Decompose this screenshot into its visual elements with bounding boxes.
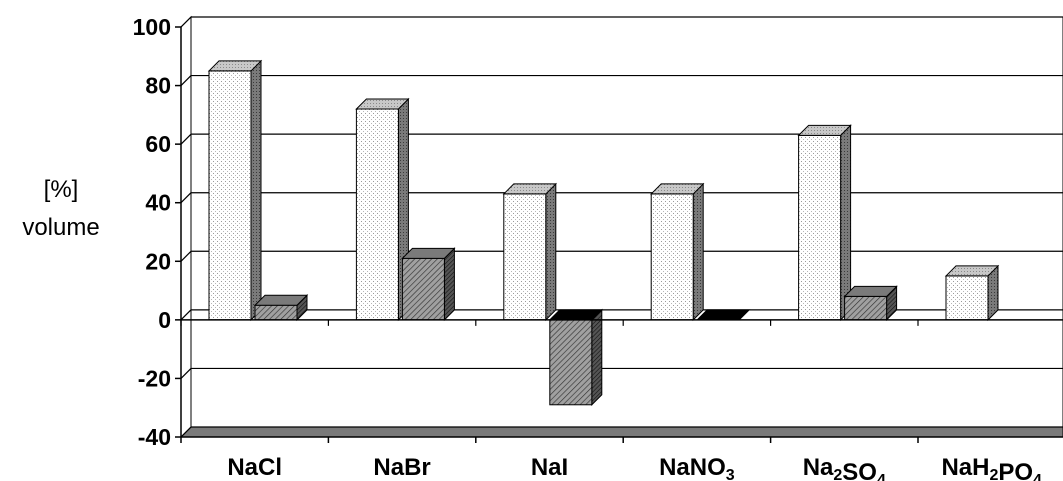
bar-front [549, 319, 593, 406]
bar-front [503, 193, 547, 321]
bar-top [695, 309, 751, 321]
y-tick-label: 20 [145, 248, 171, 274]
x-tick-label: NaH2PO4 [941, 454, 1042, 481]
bar-top [253, 294, 309, 306]
axes [175, 26, 1063, 443]
bar-front [208, 70, 252, 321]
floor [179, 426, 1063, 438]
bar-s1 [207, 59, 263, 322]
bar-side [692, 182, 704, 322]
gridline-side [180, 250, 192, 262]
bar-front [254, 304, 298, 321]
bar-top [944, 265, 1000, 277]
y-axis-label-line1: [%] [43, 176, 79, 203]
bars [207, 59, 1000, 406]
gridline-side [180, 426, 192, 438]
y-tick-label: 80 [145, 73, 171, 99]
bar-s2 [548, 308, 604, 406]
bar-front [945, 275, 989, 321]
bar-top [797, 124, 852, 136]
bar-s1 [502, 182, 558, 322]
bar-s1 [649, 182, 705, 322]
bar-top [843, 285, 898, 297]
bar-s1 [797, 124, 852, 322]
bar-front [355, 108, 399, 321]
y-tick-labels: 100 80 60 40 20 0 -20 -40 [133, 14, 171, 450]
bar-side [840, 124, 852, 322]
gridline-side [180, 133, 192, 145]
bar-side [545, 182, 557, 322]
y-tick-label: 0 [158, 307, 171, 333]
bar-s1 [355, 97, 410, 322]
bar-s2 [401, 247, 456, 322]
bar-s2 [695, 309, 751, 321]
bar-top [401, 247, 456, 259]
y-tick-label: -20 [138, 365, 171, 391]
y-tick-label: 60 [145, 131, 171, 157]
x-tick-label: NaNO3 [659, 454, 735, 481]
x-tick-label: NaI [531, 454, 568, 481]
bar-top [207, 60, 263, 72]
y-axis-label-line2: volume [22, 214, 100, 241]
bar-side [591, 308, 603, 406]
x-tick-label: NaBr [373, 454, 430, 481]
y-tick-label: 40 [145, 190, 171, 216]
gridline-side [180, 368, 192, 379]
x-tick-label: NaCl [227, 454, 282, 481]
plot-walls [179, 15, 1063, 439]
back-wall [190, 16, 1063, 428]
bar-s2 [843, 285, 898, 322]
y-tick-label: 100 [133, 14, 171, 40]
bar-top [548, 309, 604, 321]
bar-top [355, 98, 410, 110]
gridline-side [180, 16, 192, 28]
gridline-side [180, 192, 192, 204]
bar-top [649, 183, 705, 195]
y-tick-label: -40 [138, 424, 171, 450]
bar-front [650, 193, 694, 321]
bar-front [844, 295, 888, 321]
x-tick-labels: NaCl NaBr NaI NaNO3 Na2SO4 NaH2PO4 [227, 454, 1042, 481]
gridline-side [180, 309, 192, 321]
x-tick-label: Na2SO4 [803, 454, 886, 481]
gridline-side [180, 75, 192, 86]
bar-s2 [253, 294, 309, 322]
gridlines [180, 16, 1063, 438]
bar-top [502, 183, 558, 195]
bar-s1 [944, 264, 1000, 322]
bar-front [401, 257, 445, 321]
bar-side [250, 59, 262, 322]
bar-front [798, 134, 842, 321]
bar-side [443, 247, 455, 322]
